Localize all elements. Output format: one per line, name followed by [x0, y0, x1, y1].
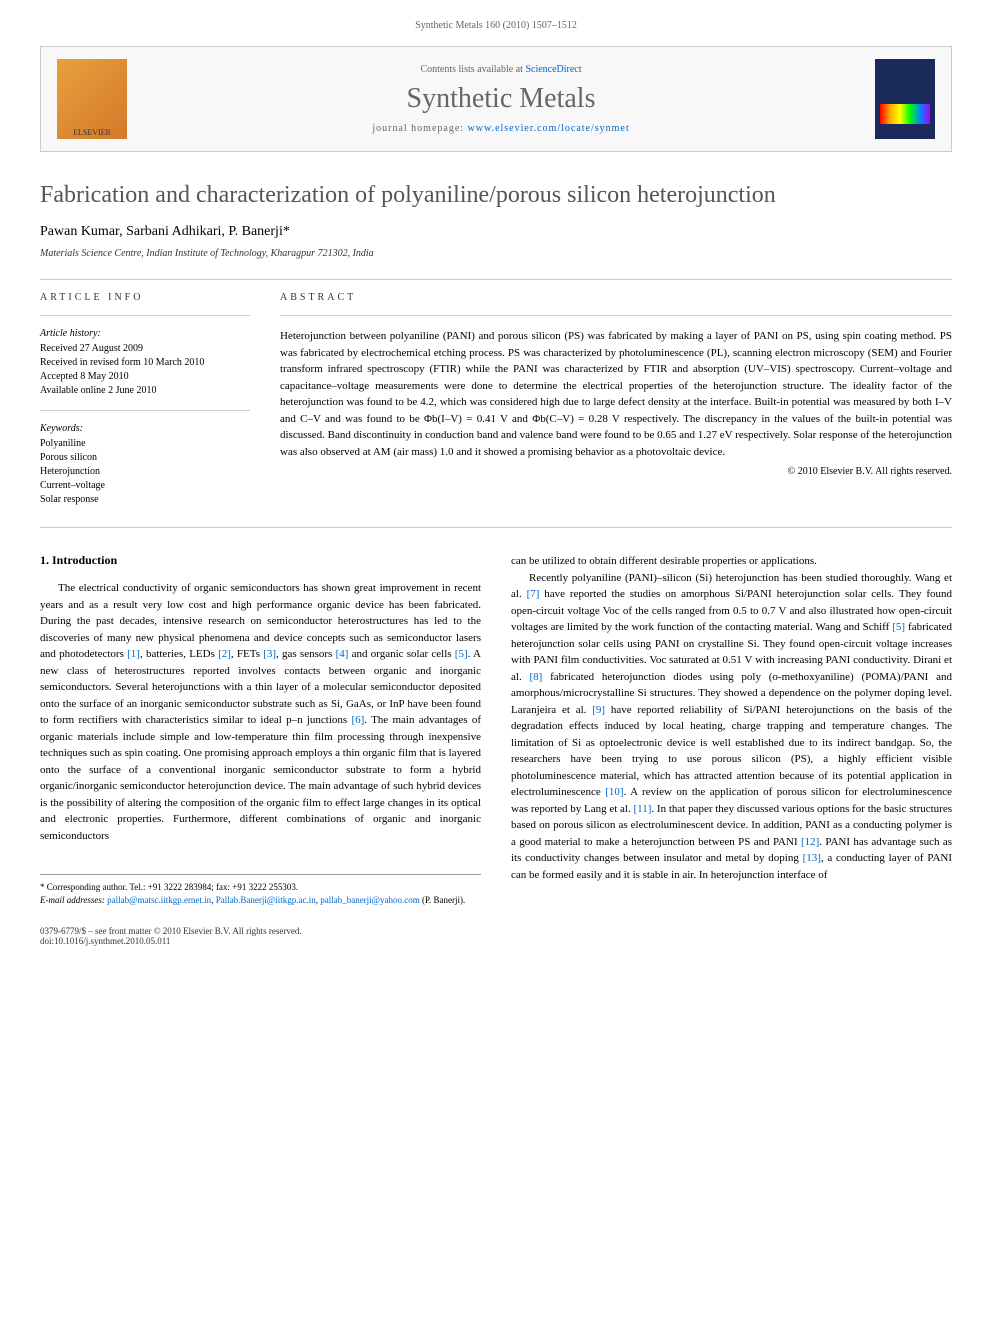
email-link[interactable]: pallab@matsc.iitkgp.ernet.in: [107, 895, 211, 905]
section-heading: 1. Introduction: [40, 553, 481, 568]
cover-stripe: [880, 104, 930, 124]
contents-prefix: Contents lists available at: [420, 64, 525, 75]
body-columns: 1. Introduction The electrical conductiv…: [40, 553, 952, 906]
abstract-text: Heterojunction between polyaniline (PANI…: [280, 328, 952, 460]
reference-link[interactable]: [5]: [455, 648, 468, 660]
keyword: Porous silicon: [40, 451, 250, 465]
email-link[interactable]: pallab_banerji@yahoo.com: [320, 895, 420, 905]
divider: [280, 315, 952, 316]
text: have reported the studies on amorphous S…: [511, 588, 952, 633]
info-abstract-row: article info Article history: Received 2…: [40, 292, 952, 507]
reference-link[interactable]: [6]: [351, 714, 364, 726]
reference-link[interactable]: [8]: [530, 671, 543, 683]
info-heading: article info: [40, 292, 250, 303]
copyright: © 2010 Elsevier B.V. All rights reserved…: [280, 466, 952, 477]
doi-line: doi:10.1016/j.synthmet.2010.05.011: [40, 936, 952, 946]
homepage-link[interactable]: www.elsevier.com/locate/synmet: [468, 123, 630, 134]
text: (P. Banerji).: [420, 895, 466, 905]
received-date: Received 27 August 2009: [40, 342, 250, 356]
reference-link[interactable]: [12]: [801, 836, 819, 848]
keyword: Heterojunction: [40, 465, 250, 479]
homepage-line: journal homepage: www.elsevier.com/locat…: [147, 123, 855, 134]
reference-link[interactable]: [7]: [527, 588, 540, 600]
online-date: Available online 2 June 2010: [40, 384, 250, 398]
homepage-prefix: journal homepage:: [372, 123, 467, 134]
sciencedirect-link[interactable]: ScienceDirect: [525, 64, 581, 75]
email-line: E-mail addresses: pallab@matsc.iitkgp.er…: [40, 894, 481, 907]
elsevier-logo: ELSEVIER: [57, 59, 127, 139]
article-title: Fabrication and characterization of poly…: [40, 182, 952, 209]
journal-name: Synthetic Metals: [147, 83, 855, 115]
banner-center: Contents lists available at ScienceDirec…: [147, 64, 855, 134]
text: and organic solar cells: [348, 648, 454, 660]
text: , batteries, LEDs: [140, 648, 218, 660]
journal-cover-thumbnail: [875, 59, 935, 139]
text: , gas sensors: [276, 648, 336, 660]
keywords-label: Keywords:: [40, 423, 250, 434]
footnote-area: * Corresponding author. Tel.: +91 3222 2…: [40, 874, 481, 906]
affiliation: Materials Science Centre, Indian Institu…: [40, 248, 952, 259]
history-label: Article history:: [40, 328, 250, 339]
divider: [40, 279, 952, 280]
abstract-heading: abstract: [280, 292, 952, 303]
paragraph: Recently polyaniline (PANI)–silicon (Si)…: [511, 570, 952, 884]
keyword: Solar response: [40, 493, 250, 507]
contents-line: Contents lists available at ScienceDirec…: [147, 64, 855, 75]
email-label: E-mail addresses:: [40, 895, 107, 905]
accepted-date: Accepted 8 May 2010: [40, 370, 250, 384]
left-column: 1. Introduction The electrical conductiv…: [40, 553, 481, 906]
reference-link[interactable]: [5]: [892, 621, 905, 633]
reference-link[interactable]: [3]: [263, 648, 276, 660]
text: have reported reliability of Si/PANI het…: [511, 704, 952, 799]
reference-link[interactable]: [2]: [218, 648, 231, 660]
reference-link[interactable]: [4]: [336, 648, 349, 660]
reference-link[interactable]: [9]: [592, 704, 605, 716]
reference-link[interactable]: [13]: [803, 852, 821, 864]
text: , FETs: [231, 648, 263, 660]
reference-link[interactable]: [11]: [633, 803, 651, 815]
footer-meta: 0379-6779/$ – see front matter © 2010 El…: [40, 926, 952, 946]
reference-link[interactable]: [1]: [127, 648, 140, 660]
journal-banner: ELSEVIER Contents lists available at Sci…: [40, 46, 952, 152]
abstract-column: abstract Heterojunction between polyanil…: [280, 292, 952, 507]
authors: Pawan Kumar, Sarbani Adhikari, P. Banerj…: [40, 224, 952, 240]
article-info-column: article info Article history: Received 2…: [40, 292, 250, 507]
keyword: Current–voltage: [40, 479, 250, 493]
right-column: can be utilized to obtain different desi…: [511, 553, 952, 906]
reference-link[interactable]: [10]: [605, 786, 623, 798]
paragraph: can be utilized to obtain different desi…: [511, 553, 952, 570]
issn-line: 0379-6779/$ – see front matter © 2010 El…: [40, 926, 952, 936]
divider: [40, 315, 250, 316]
revised-date: Received in revised form 10 March 2010: [40, 356, 250, 370]
divider: [40, 410, 250, 411]
page-header: Synthetic Metals 160 (2010) 1507–1512: [40, 20, 952, 31]
text: . The main advantages of organic materia…: [40, 714, 481, 842]
corresponding-author: * Corresponding author. Tel.: +91 3222 2…: [40, 881, 481, 894]
divider: [40, 527, 952, 528]
keyword: Polyaniline: [40, 437, 250, 451]
email-link[interactable]: Pallab.Banerji@iitkgp.ac.in: [216, 895, 316, 905]
paragraph: The electrical conductivity of organic s…: [40, 580, 481, 844]
